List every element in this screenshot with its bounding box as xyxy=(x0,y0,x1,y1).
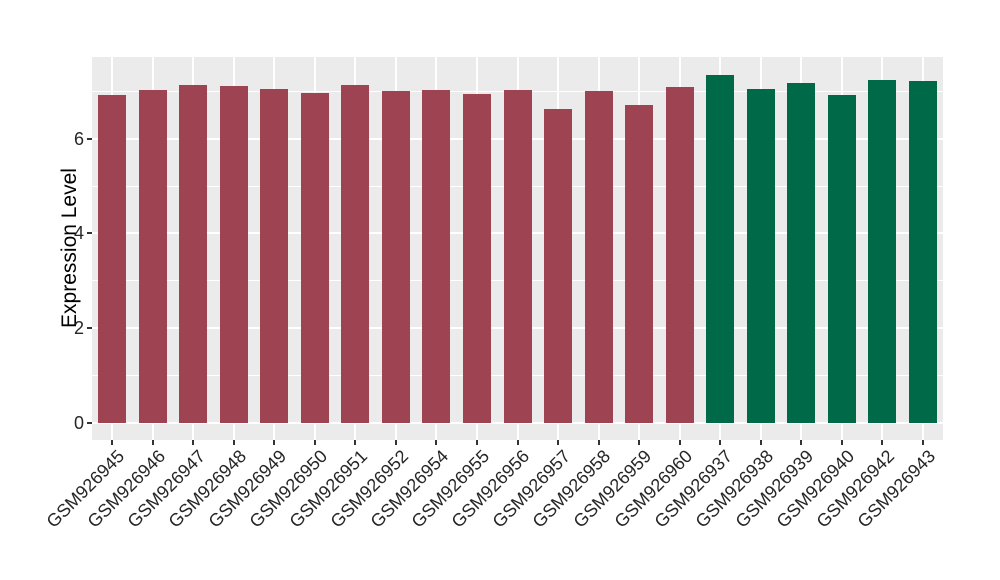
x-axis-tick xyxy=(881,440,884,445)
x-axis-tick xyxy=(435,440,438,445)
bar-GSM926958 xyxy=(584,90,613,423)
bar-GSM926945 xyxy=(98,94,127,423)
x-axis-tick xyxy=(840,440,843,445)
y-axis-tick xyxy=(87,327,92,330)
bar-GSM926947 xyxy=(179,84,208,423)
bar-GSM926938 xyxy=(746,88,775,423)
x-axis-tick xyxy=(921,440,924,445)
bar-GSM926951 xyxy=(341,84,370,423)
x-axis-tick xyxy=(638,440,641,445)
bar-GSM926956 xyxy=(503,89,532,423)
x-axis-tick xyxy=(111,440,114,445)
x-axis-tick xyxy=(597,440,600,445)
bar-GSM926943 xyxy=(908,81,937,423)
y-axis-tick xyxy=(87,137,92,140)
x-axis-tick xyxy=(557,440,560,445)
bar-GSM926946 xyxy=(138,89,167,423)
x-axis-tick xyxy=(354,440,357,445)
x-axis-tick xyxy=(719,440,722,445)
bar-GSM926952 xyxy=(381,90,410,423)
y-axis-tick xyxy=(87,232,92,235)
y-tick-label: 0 xyxy=(73,413,84,433)
x-axis-tick xyxy=(313,440,316,445)
y-tick-label: 6 xyxy=(73,128,84,149)
bar-GSM926957 xyxy=(544,108,573,423)
x-axis-tick xyxy=(394,440,397,445)
x-axis-tick xyxy=(516,440,519,445)
x-axis-tick xyxy=(273,440,276,445)
bar-GSM926939 xyxy=(787,82,816,423)
bar-GSM926937 xyxy=(706,74,735,423)
x-axis-tick xyxy=(800,440,803,445)
bar-GSM926955 xyxy=(462,94,491,423)
bar-GSM926960 xyxy=(665,87,694,423)
y-axis-tick xyxy=(87,422,92,424)
y-tick-label: 2 xyxy=(73,318,84,339)
x-axis-tick xyxy=(192,440,195,445)
x-axis-tick xyxy=(678,440,681,445)
x-axis-tick xyxy=(232,440,235,445)
bar-GSM926940 xyxy=(827,94,856,423)
x-axis-tick xyxy=(475,440,478,445)
bar-GSM926942 xyxy=(868,80,897,423)
y-tick-label: 4 xyxy=(73,223,84,244)
x-axis-tick xyxy=(759,440,762,445)
bar-GSM926954 xyxy=(422,89,451,423)
bar-GSM926948 xyxy=(219,86,248,423)
x-axis-tick xyxy=(151,440,154,445)
bar-GSM926949 xyxy=(260,88,289,423)
bar-GSM926959 xyxy=(625,104,654,423)
bar-GSM926950 xyxy=(300,92,329,423)
plot-panel xyxy=(92,57,943,440)
y-axis-title: Expression Level xyxy=(58,168,81,328)
